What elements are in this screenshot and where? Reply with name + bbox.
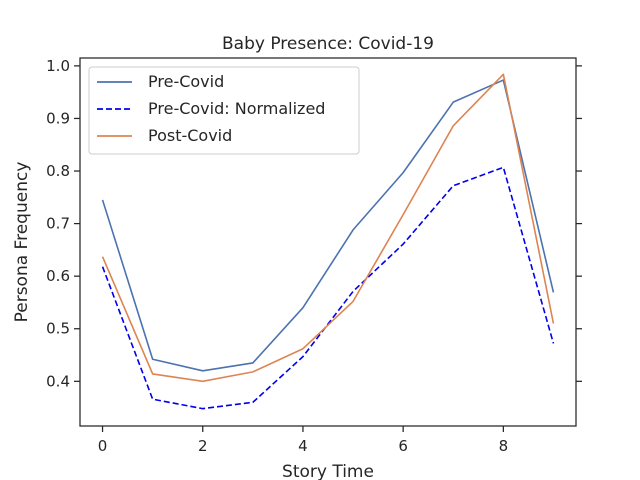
legend-label: Pre-Covid <box>148 72 224 91</box>
y-tick-label: 0.9 <box>46 109 70 127</box>
x-tick-label: 2 <box>198 437 208 455</box>
chart-title: Baby Presence: Covid-19 <box>222 34 434 54</box>
y-axis-label: Persona Frequency <box>12 162 32 323</box>
legend-label: Pre-Covid: Normalized <box>148 99 325 118</box>
y-tick-label: 0.8 <box>46 162 70 180</box>
x-axis-label: Story Time <box>282 462 374 480</box>
series-line-3 <box>101 73 555 383</box>
x-tick-label: 4 <box>298 437 308 455</box>
y-axis: 0.4 0.5 0.6 0.7 0.8 0.9 1.0 <box>46 57 582 390</box>
x-axis: 0 2 4 6 8 <box>98 426 508 455</box>
legend: Pre-Covid Pre-Covid: Normalized Post-Covid <box>88 66 360 155</box>
y-tick-label: 0.6 <box>46 267 70 285</box>
y-tick-label: 1.0 <box>46 57 70 75</box>
x-tick-label: 6 <box>398 437 408 455</box>
series-line-1 <box>101 79 555 372</box>
y-tick-label: 0.7 <box>46 215 70 233</box>
y-tick-label: 0.5 <box>46 320 70 338</box>
y-tick-label: 0.4 <box>46 372 70 390</box>
x-tick-label: 8 <box>499 437 509 455</box>
series-layer <box>101 73 555 410</box>
x-tick-label: 0 <box>98 437 108 455</box>
legend-box <box>88 66 360 155</box>
legend-label: Post-Covid <box>148 126 232 145</box>
